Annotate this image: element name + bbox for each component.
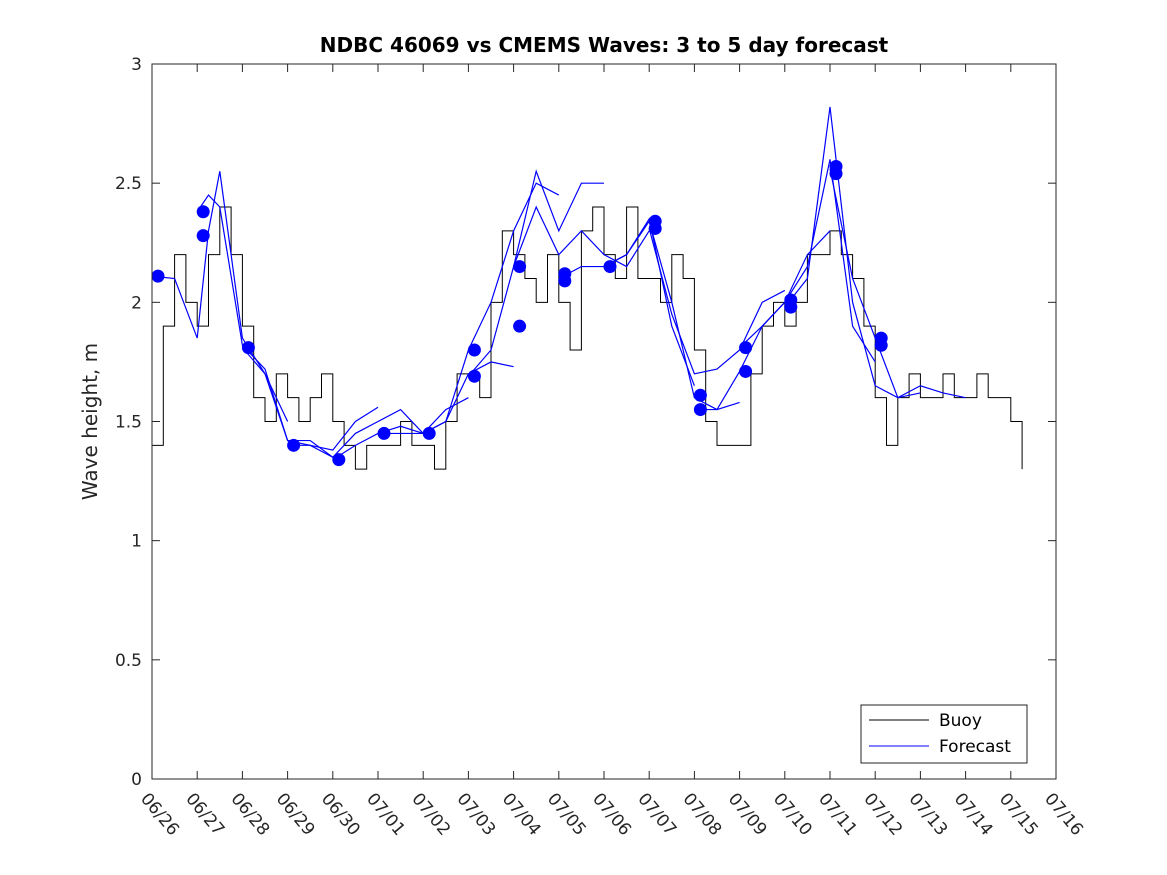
legend-buoy-label: Buoy <box>939 711 982 731</box>
x-tick-label: 07/03 <box>453 789 500 839</box>
x-tick-label: 07/11 <box>814 789 861 839</box>
chart-title: NDBC 46069 vs CMEMS Waves: 3 to 5 day fo… <box>320 33 889 57</box>
y-tick-label: 0 <box>131 770 142 790</box>
y-tick-label: 2 <box>131 293 142 313</box>
x-tick-label: 06/27 <box>181 789 228 839</box>
forecast-line <box>648 228 786 375</box>
x-tick-label: 07/05 <box>543 789 590 839</box>
forecast-line <box>829 168 966 399</box>
x-tick-label: 07/14 <box>950 789 997 839</box>
forecast-line <box>422 182 560 434</box>
x-tick-label: 06/29 <box>272 789 319 839</box>
forecast-marker <box>513 319 527 333</box>
y-tick-label: 1 <box>131 532 142 552</box>
buoy-line <box>152 206 1023 470</box>
y-tick-label: 1.5 <box>115 413 142 433</box>
x-tick-label: 07/15 <box>995 789 1042 839</box>
forecast-marker <box>196 229 210 243</box>
y-axis-ticks: 0 0.5 1 1.5 2 2.5 3 <box>115 55 1056 790</box>
buoy-series <box>152 206 1023 470</box>
legend: Buoy Forecast <box>860 704 1028 764</box>
forecast-marker <box>603 260 617 274</box>
forecast-marker <box>739 341 753 355</box>
forecast-line <box>513 205 650 268</box>
forecast-marker <box>829 167 843 181</box>
legend-forecast-label: Forecast <box>939 737 1011 757</box>
x-tick-label: 07/12 <box>859 789 906 839</box>
forecast-marker <box>739 364 753 378</box>
x-tick-label: 06/26 <box>136 789 183 839</box>
x-tick-label: 07/10 <box>769 789 816 839</box>
x-tick-label: 07/01 <box>362 789 409 839</box>
forecast-line <box>332 397 469 461</box>
forecast-line <box>784 106 921 399</box>
forecast-marker <box>287 438 301 452</box>
forecast-marker <box>377 426 391 440</box>
forecast-marker <box>558 274 572 288</box>
forecast-line <box>287 408 424 458</box>
forecast-marker <box>241 341 255 355</box>
x-tick-label: 07/13 <box>905 789 952 839</box>
x-tick-label: 07/08 <box>679 789 726 839</box>
forecast-markers <box>151 159 888 467</box>
forecast-marker <box>874 338 888 352</box>
forecast-marker <box>467 369 481 383</box>
forecast-marker <box>196 205 210 219</box>
y-tick-label: 3 <box>131 55 142 75</box>
x-tick-label: 07/04 <box>498 789 545 839</box>
forecast-marker <box>151 269 165 283</box>
x-tick-label: 07/06 <box>588 789 635 839</box>
forecast-line <box>467 169 604 377</box>
y-axis-label: Wave height, m <box>78 343 102 500</box>
y-tick-label: 2.5 <box>115 174 142 194</box>
forecast-marker <box>784 300 798 314</box>
x-tick-label: 06/30 <box>317 789 364 839</box>
legend-box <box>860 704 1028 764</box>
forecast-line <box>196 194 334 458</box>
forecast-marker <box>693 403 707 417</box>
x-tick-label: 07/16 <box>1040 789 1087 839</box>
forecast-marker <box>693 388 707 402</box>
x-tick-label: 07/07 <box>633 789 680 839</box>
forecast-series <box>151 106 966 461</box>
forecast-marker <box>332 453 346 467</box>
y-tick-label: 0.5 <box>115 651 142 671</box>
forecast-marker <box>422 426 436 440</box>
forecast-marker <box>467 343 481 357</box>
forecast-marker <box>648 221 662 235</box>
forecast-marker <box>513 260 527 274</box>
x-tick-label: 06/28 <box>227 789 274 839</box>
x-tick-label: 07/09 <box>724 789 771 839</box>
x-tick-label: 07/02 <box>407 789 454 839</box>
forecast-line <box>739 159 876 363</box>
